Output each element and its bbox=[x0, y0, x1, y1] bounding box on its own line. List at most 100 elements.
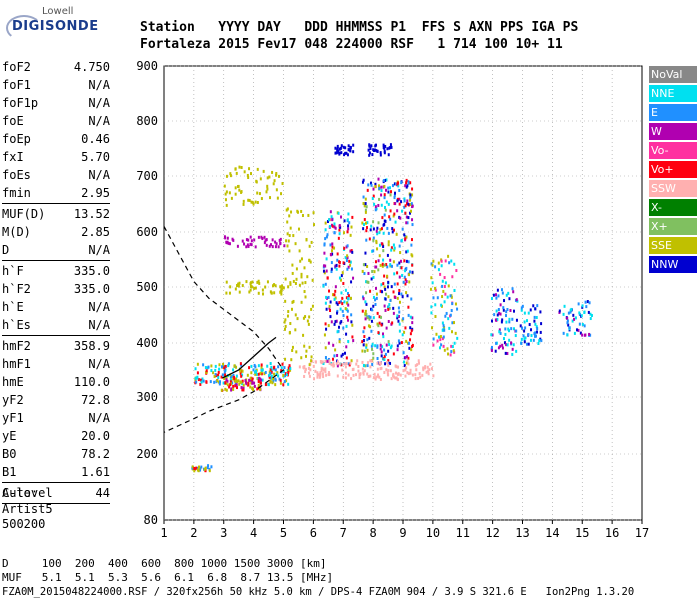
param-name: foEs bbox=[2, 168, 31, 182]
echo-point bbox=[268, 175, 271, 179]
echo-point bbox=[346, 254, 349, 258]
echo-point bbox=[372, 220, 375, 224]
echo-point bbox=[506, 343, 509, 347]
echo-point bbox=[369, 181, 372, 185]
echo-point bbox=[410, 209, 413, 213]
echo-point bbox=[588, 301, 591, 305]
echo-point bbox=[250, 239, 253, 243]
echo-point bbox=[393, 375, 396, 379]
echo-point bbox=[266, 184, 269, 188]
echo-point bbox=[271, 245, 274, 249]
trace-profile-curve bbox=[221, 336, 277, 379]
echo-point bbox=[275, 171, 278, 175]
echo-point bbox=[515, 298, 518, 302]
echo-point bbox=[391, 321, 394, 325]
echo-point bbox=[397, 314, 400, 318]
echo-point bbox=[456, 336, 459, 340]
echo-point bbox=[333, 225, 336, 229]
param-row: yE 20.0 bbox=[2, 427, 110, 445]
echo-point bbox=[584, 333, 587, 337]
echo-point bbox=[437, 268, 440, 272]
echo-point bbox=[499, 331, 502, 335]
echo-point bbox=[382, 231, 385, 235]
echo-point bbox=[328, 289, 331, 293]
echo-point bbox=[414, 364, 417, 368]
dashed-profile-curve bbox=[163, 226, 285, 433]
echo-point bbox=[497, 346, 500, 350]
echo-point bbox=[260, 197, 263, 201]
echo-point bbox=[257, 372, 260, 376]
echo-point bbox=[350, 359, 353, 363]
echo-point bbox=[345, 332, 348, 336]
echo-point bbox=[443, 300, 446, 304]
echo-point bbox=[376, 361, 379, 365]
echo-point bbox=[217, 380, 220, 384]
echo-point bbox=[316, 375, 319, 379]
echo-point bbox=[334, 146, 337, 150]
param-separator bbox=[2, 503, 110, 504]
echo-point bbox=[296, 317, 299, 321]
echo-point bbox=[328, 359, 331, 363]
echo-point bbox=[527, 342, 530, 346]
param-row: B0 78.2 bbox=[2, 445, 110, 463]
echo-point bbox=[387, 340, 390, 344]
echo-point bbox=[338, 147, 341, 151]
echo-point bbox=[267, 383, 270, 387]
echo-point bbox=[191, 465, 194, 469]
echo-point bbox=[520, 306, 523, 310]
echo-point bbox=[237, 282, 240, 286]
echo-point bbox=[342, 326, 345, 330]
echo-point bbox=[400, 181, 403, 185]
echo-point bbox=[330, 320, 333, 324]
echo-point bbox=[249, 282, 252, 286]
echo-point bbox=[259, 381, 262, 385]
param-name: foF2 bbox=[2, 60, 31, 74]
echo-point bbox=[340, 354, 343, 358]
echo-point bbox=[404, 211, 407, 215]
legend-item-noval: NoVal bbox=[649, 66, 697, 83]
echo-point bbox=[330, 249, 333, 253]
echo-point bbox=[383, 274, 386, 278]
param-name: yE bbox=[2, 429, 17, 443]
echo-point bbox=[235, 386, 238, 390]
param-name: C-level bbox=[2, 486, 53, 500]
echo-point bbox=[278, 377, 281, 381]
echo-point bbox=[396, 197, 399, 201]
echo-point bbox=[371, 308, 374, 312]
echo-point bbox=[505, 343, 508, 347]
echo-point bbox=[287, 310, 290, 314]
echo-point bbox=[382, 258, 385, 262]
param-row: foF1p N/A bbox=[2, 94, 110, 112]
echo-point bbox=[395, 232, 398, 236]
echo-point bbox=[259, 372, 262, 376]
param-value: N/A bbox=[88, 78, 110, 92]
echo-point bbox=[308, 374, 311, 378]
echo-point bbox=[296, 209, 299, 213]
echo-point bbox=[501, 318, 504, 322]
echo-point bbox=[400, 200, 403, 204]
echo-point bbox=[284, 318, 287, 322]
echo-point bbox=[268, 373, 271, 377]
echo-point bbox=[242, 383, 245, 387]
echo-point bbox=[341, 296, 344, 300]
echo-point bbox=[347, 227, 350, 231]
param-row: fmin 2.95 bbox=[2, 184, 110, 202]
echo-point bbox=[372, 316, 375, 320]
echo-point bbox=[202, 363, 205, 367]
echo-point bbox=[388, 303, 391, 307]
param-value: 1.61 bbox=[81, 465, 110, 479]
echo-point bbox=[430, 305, 433, 309]
echo-point bbox=[310, 355, 313, 359]
echo-point bbox=[375, 149, 378, 153]
echo-point bbox=[326, 219, 329, 223]
echo-point bbox=[398, 244, 401, 248]
echo-point bbox=[390, 246, 393, 250]
echo-point bbox=[214, 364, 217, 368]
echo-point bbox=[307, 371, 310, 375]
echo-point bbox=[390, 344, 393, 348]
echo-point bbox=[397, 372, 400, 376]
footer-info: FZA0M_2015048224000.RSF / 320fx256h 50 k… bbox=[2, 586, 635, 598]
echo-point bbox=[396, 314, 399, 318]
echo-point bbox=[389, 369, 392, 373]
echo-point bbox=[264, 285, 267, 289]
